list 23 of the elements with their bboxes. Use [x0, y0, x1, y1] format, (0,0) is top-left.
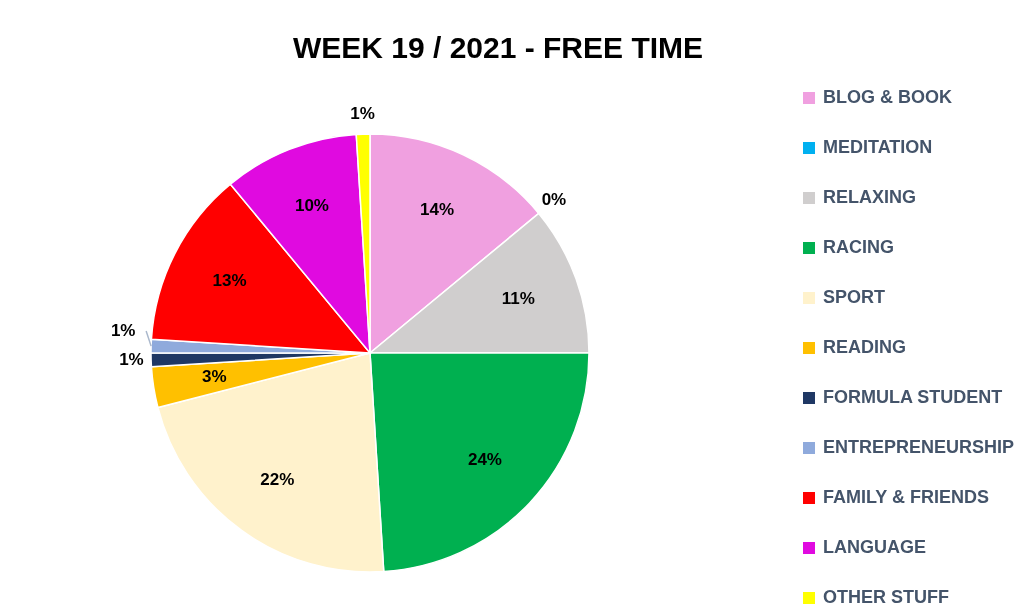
legend-label: READING [823, 336, 907, 357]
data-label: 14% [420, 199, 455, 219]
text: 0% [541, 190, 567, 210]
data-label: 22% [260, 470, 295, 490]
legend-label: LANGUAGE [823, 536, 926, 557]
data-label: 1% [350, 103, 375, 123]
legend-label: SPORT [823, 286, 886, 307]
legend-label: FAMILY & FRIENDS [823, 486, 990, 507]
data-label: 1% [119, 349, 144, 369]
data-label: 11% [501, 289, 535, 309]
data-label: 13% [212, 270, 247, 290]
data-label: 24% [467, 450, 502, 470]
legend-label: OTHER STUFF [823, 586, 949, 607]
legend-label: FORMULA STUDENT [823, 386, 1003, 407]
legend-label: ENTREPRENEURSHIP [823, 436, 1015, 457]
data-label: 3% [201, 367, 227, 387]
legend-label: RACING [823, 236, 894, 257]
data-label: 1% [110, 320, 136, 340]
legend-label: RELAXING [823, 186, 917, 207]
legend-label: MEDITATION [823, 136, 933, 157]
data-label: 10% [294, 195, 329, 215]
chart-title: WEEK 19 / 2021 - FREE TIME [292, 31, 704, 64]
legend-label: BLOG & BOOK [823, 86, 952, 107]
